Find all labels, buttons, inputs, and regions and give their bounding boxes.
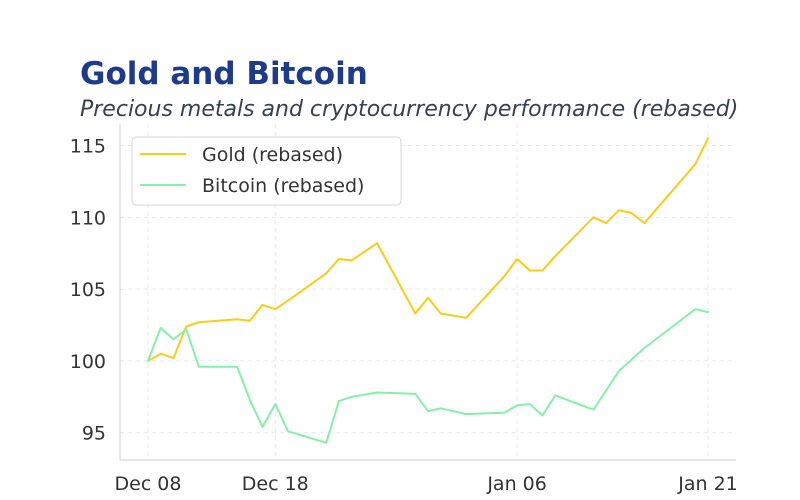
x-tick-label: Dec 18: [242, 473, 309, 495]
y-tick-label: 105: [70, 279, 106, 301]
series-line-bitcoin: [147, 308, 709, 444]
y-tick-label: 115: [70, 136, 106, 158]
legend: Gold (rebased) Bitcoin (rebased): [131, 136, 402, 206]
x-tick-label: Jan 21: [677, 473, 738, 495]
y-tick-label: 100: [70, 351, 106, 373]
x-tick-label: Jan 06: [486, 473, 547, 495]
series-line-gold: [147, 137, 709, 362]
y-tick-label: 95: [82, 423, 106, 445]
legend-label: Gold (rebased): [202, 144, 343, 166]
chart-title: Gold and Bitcoin: [80, 56, 368, 92]
legend-label: Bitcoin (rebased): [202, 175, 364, 197]
y-tick-label: 110: [70, 207, 106, 229]
series-lines: [147, 137, 709, 444]
chart-subtitle: Precious metals and cryptocurrency perfo…: [80, 97, 739, 122]
tick-labels: 95 100 105 110 115 Dec 08 Dec 18 Jan 06 Jan 21: [70, 136, 738, 495]
axes: [119, 124, 736, 461]
x-tick-label: Dec 08: [115, 473, 182, 495]
legend-box: [131, 136, 402, 206]
